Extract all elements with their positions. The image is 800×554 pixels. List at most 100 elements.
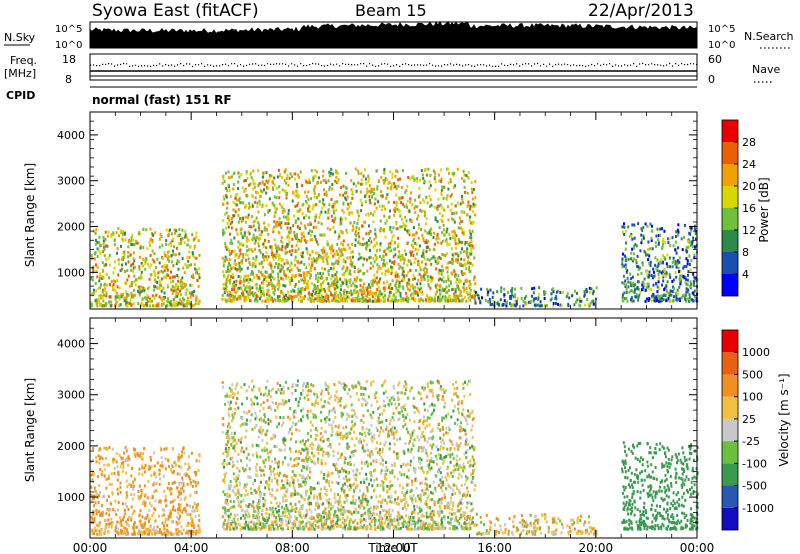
power-echo-cell — [259, 291, 262, 295]
power-echo-cell — [333, 211, 336, 215]
power-echo-cell — [362, 263, 365, 267]
power-echo-cell — [437, 261, 440, 265]
power-echo-cell — [230, 299, 233, 303]
velocity-echo-cell — [158, 528, 161, 532]
power-echo-cell — [190, 275, 193, 279]
power-echo-cell — [462, 272, 465, 276]
power-echo-cell — [652, 283, 655, 287]
power-echo-cell — [181, 286, 184, 290]
velocity-echo-cell — [149, 525, 152, 529]
power-echo-cell — [370, 187, 373, 191]
power-echo-cell — [656, 294, 659, 298]
velocity-echo-cell — [132, 511, 135, 515]
power-echo-cell — [291, 237, 294, 241]
power-echo-cell — [332, 254, 335, 258]
power-echo-cell — [635, 295, 638, 299]
power-echo-cell — [355, 279, 358, 283]
velocity-echo-cell — [260, 492, 263, 495]
power-echo-cell — [179, 289, 182, 293]
power-echo-cell — [243, 278, 246, 282]
power-echo-cell — [342, 211, 345, 215]
power-echo-cell — [407, 287, 410, 291]
velocity-echo-cell — [259, 426, 262, 430]
power-echo-cell — [172, 303, 175, 307]
power-echo-cell — [428, 231, 431, 234]
power-echo-cell — [438, 173, 440, 177]
velocity-echo-cell — [110, 525, 113, 529]
power-echo-cell — [454, 184, 456, 188]
power-echo-cell — [149, 227, 152, 231]
power-echo-cell — [357, 291, 360, 295]
power-echo-cell — [231, 250, 234, 253]
power-echo-cell — [446, 261, 449, 265]
power-echo-cell — [320, 294, 323, 298]
power-echo-cell — [308, 257, 311, 260]
power-echo-cell — [138, 293, 141, 297]
power-echo-cell — [439, 269, 442, 273]
power-echo-cell — [557, 302, 559, 306]
power-echo-cell — [258, 262, 261, 266]
power-echo-cell — [132, 269, 134, 273]
power-echo-cell — [694, 232, 697, 236]
velocity-echo-cell — [416, 505, 419, 508]
power-echo-cell — [123, 296, 126, 300]
power-echo-cell — [254, 219, 257, 223]
power-echo-cell — [171, 239, 174, 243]
power-echo-cell — [223, 180, 226, 183]
power-echo-cell — [149, 297, 151, 301]
power-echo-cell — [357, 257, 360, 261]
power-echo-cell — [335, 283, 338, 287]
power-echo-cell — [663, 268, 666, 272]
velocity-echo-cell — [130, 493, 133, 496]
power-echo-cell — [453, 292, 456, 296]
power-echo-cell — [251, 202, 254, 206]
velocity-echo-cell — [120, 523, 123, 527]
power-echo-cell — [252, 169, 255, 173]
power-echo-cell — [346, 266, 349, 270]
power-echo-cell — [417, 299, 420, 303]
power-echo-cell — [438, 255, 441, 259]
power-echo-cell — [650, 298, 653, 302]
power-echo-cell — [687, 297, 690, 301]
power-echo-cell — [445, 285, 448, 289]
power-echo-cell — [241, 186, 244, 190]
power-echo-cell — [271, 251, 274, 255]
power-echo-cell — [336, 253, 339, 257]
power-echo-cell — [673, 295, 675, 299]
power-echo-cell — [296, 204, 298, 208]
power-echo-cell — [105, 244, 108, 248]
velocity-echo-cell — [94, 501, 97, 505]
power-echo-cell — [278, 221, 281, 224]
velocity-echo-cell — [153, 481, 156, 485]
power-echo-cell — [434, 260, 437, 264]
velocity-echo-cell — [176, 507, 179, 511]
power-echo-cell — [288, 294, 291, 298]
power-echo-cell — [98, 276, 101, 280]
power-echo-cell — [157, 275, 160, 279]
power-echo-cell — [380, 298, 382, 302]
power-echo-cell — [368, 299, 371, 303]
velocity-echo-cell — [198, 514, 200, 518]
power-echo-cell — [451, 272, 454, 276]
velocity-echo-cell — [95, 508, 98, 512]
power-echo-cell — [374, 298, 377, 302]
power-echo-cell — [466, 247, 469, 251]
velocity-echo-cell — [424, 526, 427, 530]
power-echo-cell — [112, 233, 115, 237]
power-echo-cell — [368, 224, 370, 228]
power-echo-cell — [127, 245, 130, 249]
power-echo-cell — [227, 263, 230, 267]
velocity-echo-cell — [333, 394, 336, 398]
power-echo-cell — [641, 261, 644, 265]
power-echo-cell — [101, 294, 104, 298]
power-echo-cell — [170, 254, 173, 257]
power-echo-cell — [459, 293, 461, 297]
power-echo-cell — [246, 249, 248, 253]
power-echo-cell — [639, 249, 642, 253]
power-echo-cell — [335, 170, 338, 174]
power-echo-cell — [413, 261, 416, 265]
power-echo-cell — [118, 304, 121, 308]
power-echo-cell — [552, 304, 555, 308]
power-echo-cell — [325, 293, 328, 297]
velocity-echo-cell — [195, 504, 198, 508]
